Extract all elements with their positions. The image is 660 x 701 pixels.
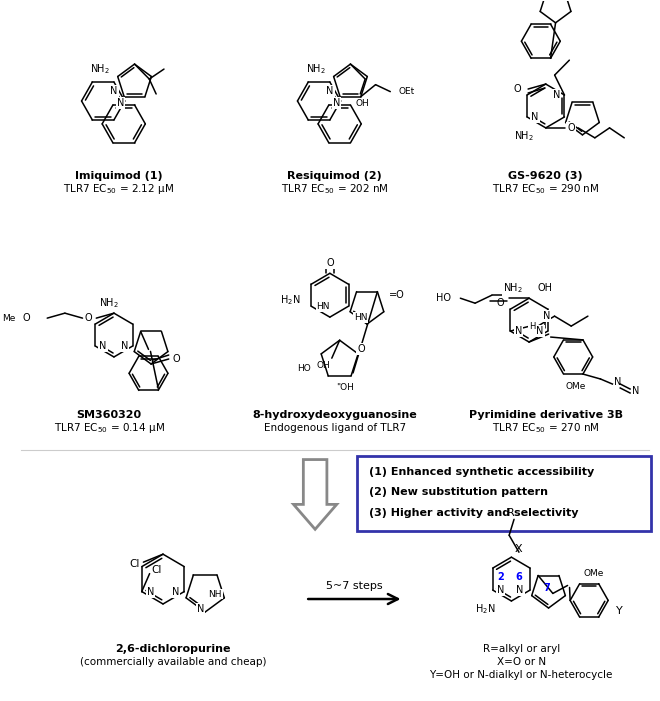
Text: NH$_2$: NH$_2$ (504, 281, 523, 295)
Text: (3) Higher activity and selectivity: (3) Higher activity and selectivity (369, 508, 579, 518)
Text: Cl: Cl (129, 559, 139, 569)
Polygon shape (294, 460, 337, 529)
Text: Pyrimidine derivative 3B: Pyrimidine derivative 3B (469, 410, 623, 420)
Text: OH: OH (537, 283, 552, 293)
Text: Me: Me (3, 313, 16, 322)
Text: Y: Y (616, 606, 623, 616)
Text: O: O (568, 123, 575, 133)
FancyBboxPatch shape (357, 456, 651, 531)
Text: N: N (100, 341, 107, 351)
Text: OH: OH (316, 360, 330, 369)
Text: TLR7 EC$_{50}$ = 2.12 μM: TLR7 EC$_{50}$ = 2.12 μM (63, 182, 174, 196)
Text: N: N (172, 587, 179, 597)
Text: Endogenous ligand of TLR7: Endogenous ligand of TLR7 (264, 423, 406, 433)
Text: OH: OH (355, 100, 369, 109)
Text: NH$_2$: NH$_2$ (306, 62, 326, 76)
Text: Y=OH or N-dialkyl or N-heterocycle: Y=OH or N-dialkyl or N-heterocycle (430, 669, 613, 680)
Text: H$_2$N: H$_2$N (280, 293, 300, 306)
Text: N: N (531, 112, 539, 122)
Text: O: O (23, 313, 30, 323)
Text: =O: =O (389, 290, 405, 300)
Text: (commercially available and cheap): (commercially available and cheap) (80, 657, 266, 667)
Text: HO: HO (436, 293, 451, 304)
Text: N: N (553, 90, 560, 100)
Text: N: N (515, 326, 522, 336)
Text: Resiquimod (2): Resiquimod (2) (287, 171, 382, 181)
Text: O: O (84, 313, 92, 323)
Text: N: N (197, 604, 204, 614)
Text: N: N (516, 585, 524, 595)
Text: O: O (326, 259, 334, 268)
Text: N: N (614, 377, 622, 387)
Text: R=alkyl or aryl: R=alkyl or aryl (482, 644, 560, 654)
Text: H$_2$N: H$_2$N (475, 602, 496, 616)
Text: N: N (543, 311, 550, 321)
Text: O: O (173, 354, 180, 364)
Text: H: H (529, 322, 535, 331)
Text: SM360320: SM360320 (77, 410, 142, 420)
Text: NH$_2$: NH$_2$ (90, 62, 110, 76)
Text: HN: HN (317, 301, 330, 311)
Text: 5~7 steps: 5~7 steps (326, 581, 383, 591)
Text: N: N (110, 86, 117, 96)
Text: X=O or N: X=O or N (497, 657, 546, 667)
Text: 6: 6 (515, 572, 522, 582)
Text: OMe: OMe (584, 569, 605, 578)
Text: 2: 2 (497, 572, 504, 582)
Text: TLR7 EC$_{50}$ = 0.14 μM: TLR7 EC$_{50}$ = 0.14 μM (53, 421, 164, 435)
Text: TLR7 EC$_{50}$ = 270 nM: TLR7 EC$_{50}$ = 270 nM (492, 421, 599, 435)
Text: HO: HO (298, 365, 312, 374)
Text: "OH: "OH (336, 383, 354, 393)
Text: (2) New substitution pattern: (2) New substitution pattern (369, 487, 548, 498)
Text: Cl: Cl (152, 564, 162, 575)
Text: O: O (357, 344, 365, 354)
Text: X: X (515, 544, 523, 554)
Text: O: O (513, 84, 521, 94)
Text: 2,6-dichloropurine: 2,6-dichloropurine (115, 644, 230, 654)
Text: N: N (333, 98, 340, 108)
Text: N: N (632, 386, 640, 396)
Text: N: N (147, 587, 154, 597)
Text: 7: 7 (543, 583, 550, 593)
Text: NH$_2$: NH$_2$ (514, 129, 534, 143)
Text: N: N (121, 341, 129, 351)
Text: OEt: OEt (398, 87, 414, 96)
Text: O: O (497, 298, 504, 308)
Text: NH: NH (209, 590, 222, 599)
Text: N: N (117, 98, 124, 108)
Text: TLR7 EC$_{50}$ = 202 nM: TLR7 EC$_{50}$ = 202 nM (281, 182, 389, 196)
Text: (1) Enhanced synthetic accessibility: (1) Enhanced synthetic accessibility (369, 467, 595, 477)
Text: OMe: OMe (566, 382, 586, 391)
Text: Imiquimod (1): Imiquimod (1) (75, 171, 162, 181)
Text: N: N (536, 326, 544, 336)
Text: N: N (497, 585, 504, 595)
Text: 8-hydroxydeoxyguanosine: 8-hydroxydeoxyguanosine (252, 410, 417, 420)
Text: R: R (508, 508, 515, 518)
Text: TLR7 EC$_{50}$ = 290 nM: TLR7 EC$_{50}$ = 290 nM (492, 182, 599, 196)
Text: HN: HN (354, 313, 367, 322)
Text: NH$_2$: NH$_2$ (99, 297, 119, 310)
Text: N: N (326, 86, 333, 96)
Text: GS-9620 (3): GS-9620 (3) (508, 171, 583, 181)
